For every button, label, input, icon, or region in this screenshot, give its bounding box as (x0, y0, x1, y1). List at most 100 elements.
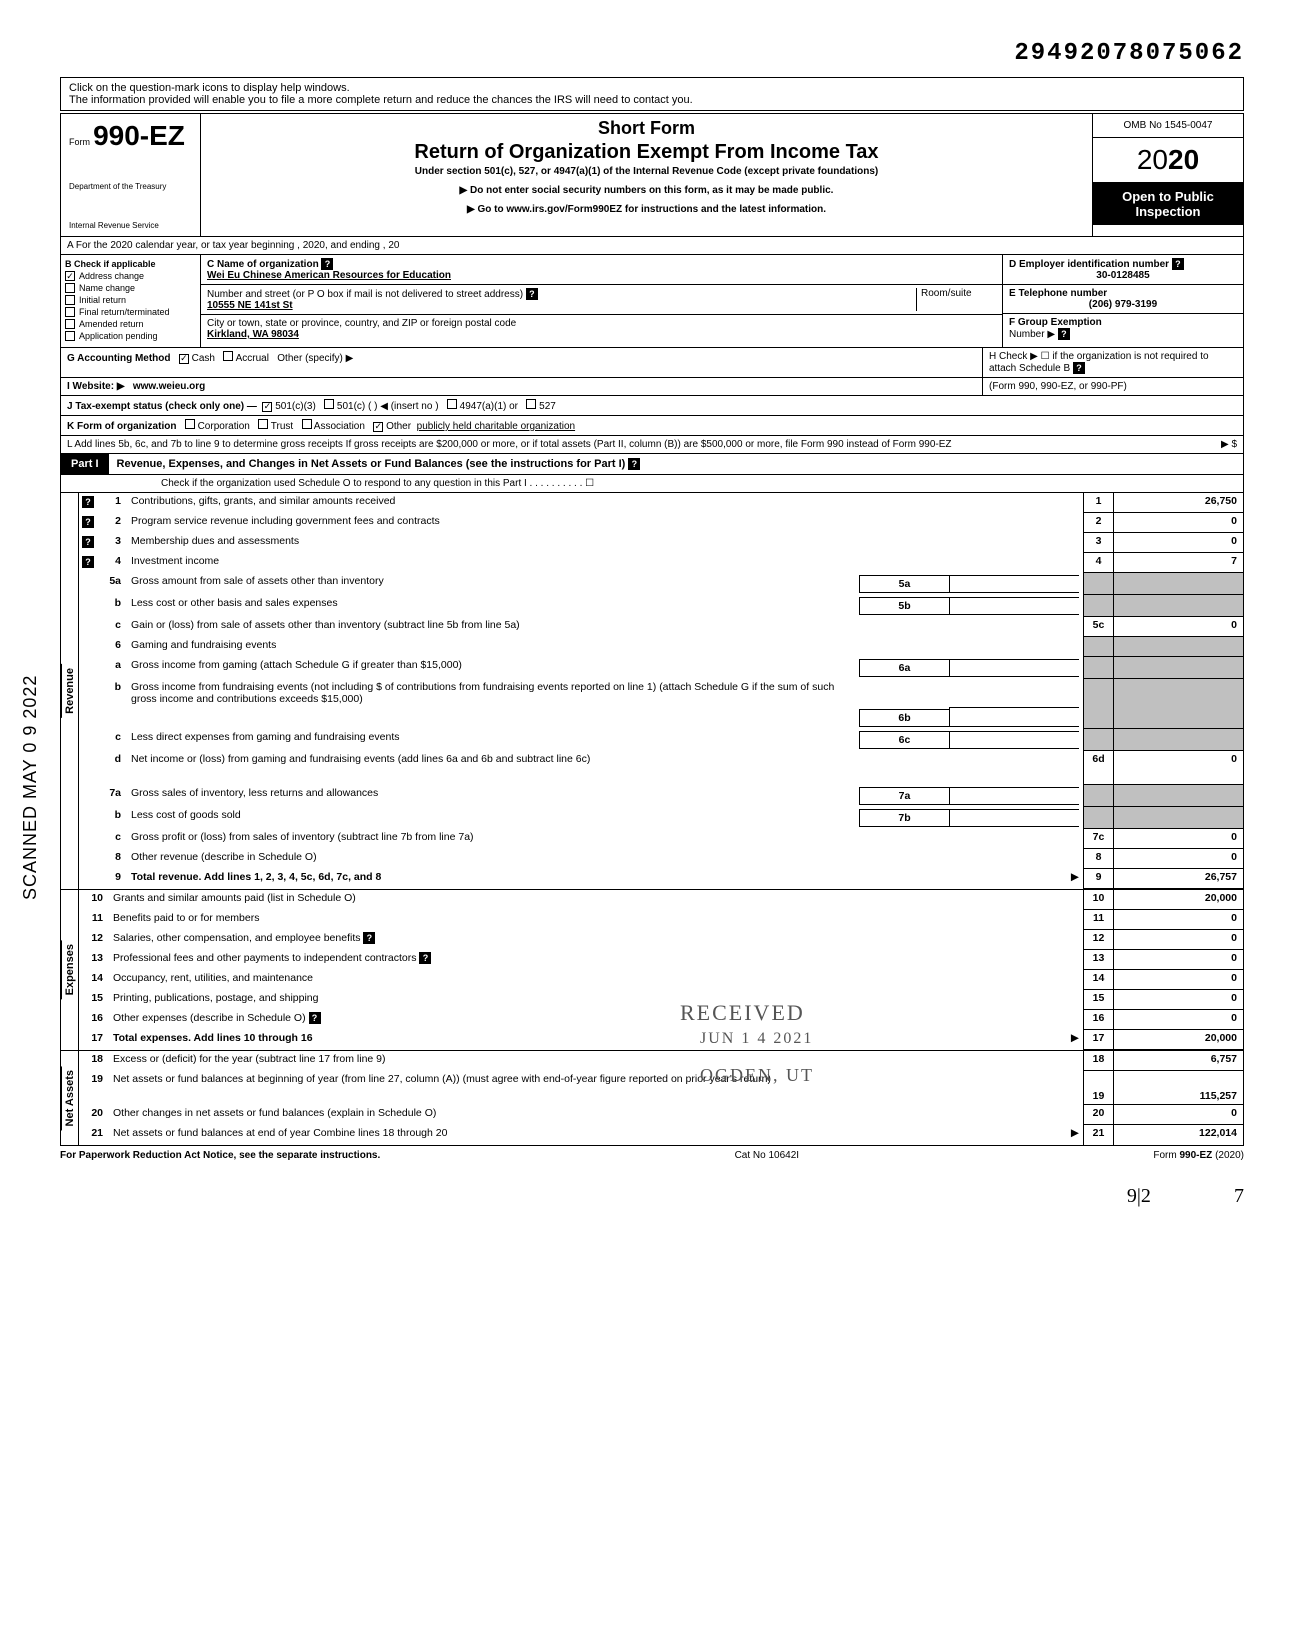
checkbox-4947[interactable] (447, 399, 457, 409)
checkbox-501c3[interactable]: ✓ (262, 402, 272, 412)
help-icon[interactable]: ? (82, 496, 94, 508)
help-icon[interactable]: ? (1172, 258, 1184, 270)
i-label: I Website: ▶ (67, 381, 125, 392)
k-label: K Form of organization (67, 421, 176, 432)
b-item-0: Address change (79, 271, 144, 281)
num-4: 4 (1083, 553, 1113, 573)
val-15: 0 (1113, 990, 1243, 1010)
part1-header: Part I Revenue, Expenses, and Changes in… (60, 454, 1244, 475)
line-6c: Less direct expenses from gaming and fun… (131, 731, 859, 749)
num-18: 18 (1083, 1051, 1113, 1071)
help-icon[interactable]: ? (82, 556, 94, 568)
b-header: B Check if applicable (65, 259, 196, 269)
checkbox-cash[interactable]: ✓ (179, 354, 189, 364)
line-13: Professional fees and other payments to … (113, 952, 417, 964)
help-icon[interactable]: ? (321, 258, 333, 270)
f-label: F Group Exemption (1009, 317, 1102, 328)
val-20: 0 (1113, 1105, 1243, 1125)
checkbox-501c[interactable] (324, 399, 334, 409)
line-19: Net assets or fund balances at beginning… (109, 1071, 1083, 1105)
room-suite: Room/suite (916, 288, 996, 311)
b-item-1: Name change (79, 283, 135, 293)
dln-number: 29492078075062 (60, 40, 1244, 67)
checkbox-initial[interactable] (65, 295, 75, 305)
line-5b: Less cost or other basis and sales expen… (131, 597, 859, 615)
main-table: Revenue ?1Contributions, gifts, grants, … (60, 493, 1244, 1146)
val-13: 0 (1113, 950, 1243, 970)
arrow-17: ▶ (1071, 1032, 1079, 1044)
line-5c: Gain or (loss) from sale of assets other… (127, 617, 1083, 637)
checkbox-name[interactable] (65, 283, 75, 293)
k-corp: Corporation (198, 421, 250, 432)
directive1: ▶ Do not enter social security numbers o… (211, 185, 1082, 196)
dept1: Department of the Treasury (69, 182, 192, 191)
checkbox-accrual[interactable] (223, 351, 233, 361)
line-6d: Net income or (loss) from gaming and fun… (127, 751, 1083, 785)
org-name: Wei Eu Chinese American Resources for Ed… (207, 270, 451, 281)
arrow-9: ▶ (1071, 871, 1079, 883)
form-header: Form 990-EZ Department of the Treasury I… (60, 113, 1244, 237)
b-item-2: Initial return (79, 295, 126, 305)
b-item-5: Application pending (79, 331, 158, 341)
addr-label: Number and street (or P O box if mail is… (207, 289, 523, 300)
checkbox-corp[interactable] (185, 419, 195, 429)
checkbox-pending[interactable] (65, 331, 75, 341)
d-label: D Employer identification number (1009, 259, 1169, 270)
val-2: 0 (1113, 513, 1243, 533)
help-icon[interactable]: ? (363, 932, 375, 944)
checkbox-kother[interactable]: ✓ (373, 422, 383, 432)
h-label: H Check ▶ ☐ if the organization is not r… (983, 348, 1243, 377)
val-6d: 0 (1113, 751, 1243, 785)
handwritten-7: 7 (1234, 1185, 1244, 1207)
k-row: K Form of organization Corporation Trust… (60, 416, 1244, 436)
val-5c: 0 (1113, 617, 1243, 637)
checkbox-assoc[interactable] (302, 419, 312, 429)
help-icon[interactable]: ? (526, 288, 538, 300)
val-14: 0 (1113, 970, 1243, 990)
box-5a: 5a (859, 575, 949, 593)
j-4947: 4947(a)(1) or (460, 401, 518, 412)
num-12: 12 (1083, 930, 1113, 950)
help-icon[interactable]: ? (1058, 328, 1070, 340)
year-bold: 20 (1168, 144, 1199, 175)
address: 10555 NE 141st St (207, 300, 293, 311)
help-icon[interactable]: ? (82, 536, 94, 548)
received-date: JUN 1 4 2021 (700, 1030, 813, 1048)
checkbox-address[interactable]: ✓ (65, 271, 75, 281)
checkbox-final[interactable] (65, 307, 75, 317)
num-11: 11 (1083, 910, 1113, 930)
ein: 30-0128485 (1009, 270, 1237, 281)
revenue-label: Revenue (61, 664, 78, 718)
checkbox-amended[interactable] (65, 319, 75, 329)
val-12: 0 (1113, 930, 1243, 950)
open-public1: Open to Public (1099, 189, 1237, 204)
num-21: 21 (1083, 1125, 1113, 1145)
line-18: Excess or (deficit) for the year (subtra… (109, 1051, 1083, 1071)
help-icon[interactable]: ? (82, 516, 94, 528)
netassets-label: Net Assets (61, 1066, 78, 1130)
checkbox-trust[interactable] (258, 419, 268, 429)
hint-line1: Click on the question-mark icons to disp… (69, 82, 1235, 94)
num-19: 19 (1083, 1071, 1113, 1105)
num-6d: 6d (1083, 751, 1113, 785)
city: Kirkland, WA 98034 (207, 329, 299, 340)
num-9: 9 (1083, 869, 1113, 889)
help-icon[interactable]: ? (419, 952, 431, 964)
j-label: J Tax-exempt status (check only one) — (67, 401, 257, 412)
k-assoc: Association (314, 421, 365, 432)
handwritten-912: 9|2 (1127, 1185, 1151, 1207)
part1-title-text: Revenue, Expenses, and Changes in Net As… (117, 458, 626, 470)
num-13: 13 (1083, 950, 1113, 970)
website-row: I Website: ▶ www.weieu.org (Form 990, 99… (60, 378, 1244, 396)
ogden-stamp: OGDEN, UT (700, 1065, 814, 1086)
checkbox-527[interactable] (526, 399, 536, 409)
line-8: Other revenue (describe in Schedule O) (127, 849, 1083, 869)
help-icon[interactable]: ? (628, 458, 640, 470)
h-label2: (Form 990, 990-EZ, or 990-PF) (983, 378, 1243, 395)
num-1: 1 (1083, 493, 1113, 513)
help-icon[interactable]: ? (309, 1012, 321, 1024)
short-form-title: Short Form (211, 118, 1082, 139)
g-accrual: Accrual (236, 353, 269, 364)
val-10: 20,000 (1113, 890, 1243, 910)
help-icon[interactable]: ? (1073, 362, 1085, 374)
